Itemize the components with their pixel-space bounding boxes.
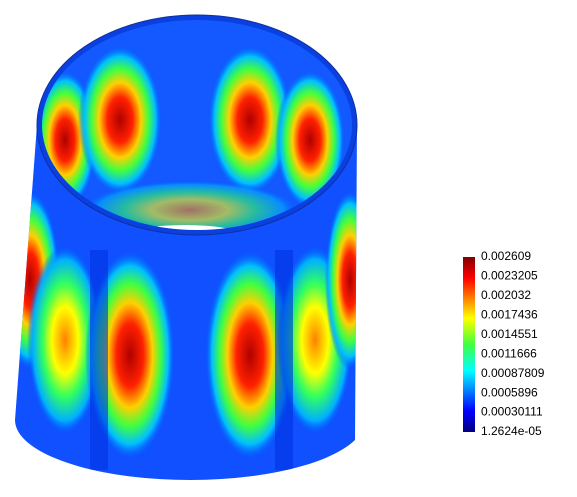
colorbar-label: 0.0005896 bbox=[481, 385, 538, 399]
shell bbox=[14, 14, 358, 481]
colorbar-label: 1.2624e-05 bbox=[481, 424, 542, 438]
colorbar-label: 0.00087809 bbox=[481, 366, 545, 380]
colorbar-label: 0.002609 bbox=[481, 249, 531, 263]
colorbar-label: 0.0014551 bbox=[481, 327, 538, 341]
colorbar-label: 0.0011666 bbox=[481, 346, 537, 360]
colorbar-label: 0.0017436 bbox=[481, 308, 538, 322]
colorbar-label: 0.00030111 bbox=[481, 405, 543, 419]
colorbar bbox=[463, 257, 475, 432]
colorbar-label: 0.0023205 bbox=[481, 269, 538, 283]
colorbar-label: 0.002032 bbox=[481, 288, 531, 302]
outer-hotspots bbox=[14, 190, 357, 470]
colorbar-scale bbox=[463, 257, 475, 432]
